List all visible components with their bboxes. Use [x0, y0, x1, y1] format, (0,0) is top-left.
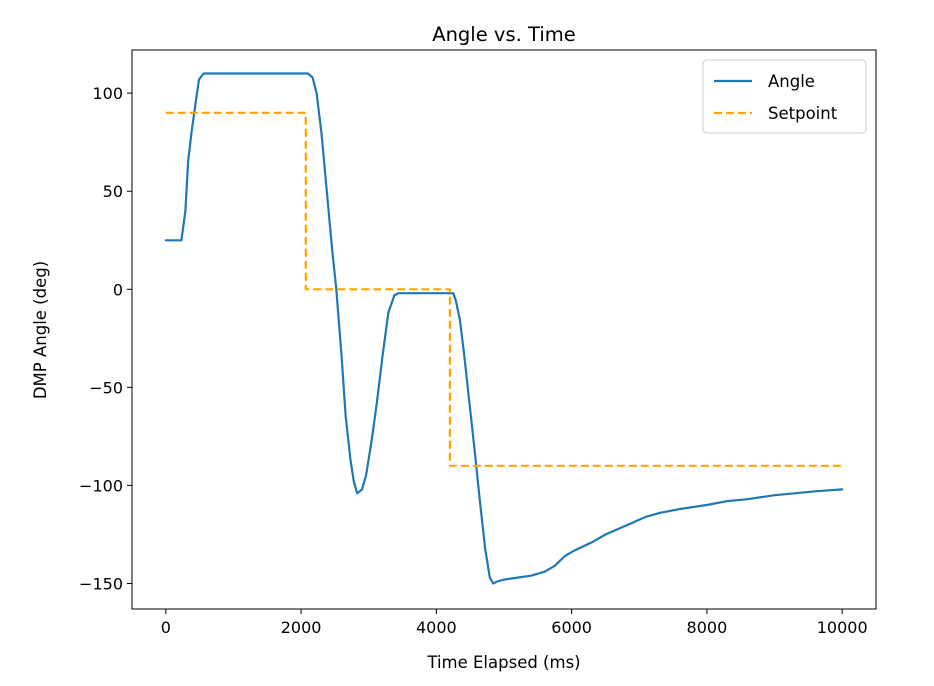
- plot-area: [132, 50, 876, 609]
- y-tick-label: 100: [92, 84, 123, 103]
- legend-box: [702, 59, 867, 134]
- x-tick-label: 2000: [281, 618, 322, 637]
- legend: Angle Setpoint: [702, 59, 867, 134]
- y-axis-ticks: 100 50 0 −50 −100 −150: [79, 84, 132, 594]
- x-tick-label: 6000: [551, 618, 592, 637]
- plot-frame: [131, 49, 877, 610]
- series-line-angle: [164, 72, 844, 585]
- x-tick-label: 8000: [687, 618, 728, 637]
- y-axis-title: DMP Angle (deg): [31, 261, 50, 399]
- x-tick-label: 4000: [416, 618, 457, 637]
- y-tick-label: 0: [113, 280, 123, 299]
- series-line-setpoint: [165, 111, 843, 467]
- x-axis-title: Time Elapsed (ms): [426, 653, 580, 672]
- y-tick-label: −100: [79, 476, 123, 495]
- x-tick-label: 10000: [817, 618, 868, 637]
- chart-title: Angle vs. Time: [432, 23, 576, 46]
- y-tick-label: 50: [103, 182, 123, 201]
- legend-label-setpoint: Setpoint: [768, 104, 838, 123]
- legend-label-angle: Angle: [768, 72, 815, 91]
- x-tick-label: 0: [161, 618, 171, 637]
- series-layer: [164, 72, 844, 585]
- x-axis-ticks: 0 2000 4000 6000 8000 10000: [161, 609, 868, 637]
- y-tick-label: −150: [79, 575, 123, 594]
- y-tick-label: −50: [89, 378, 123, 397]
